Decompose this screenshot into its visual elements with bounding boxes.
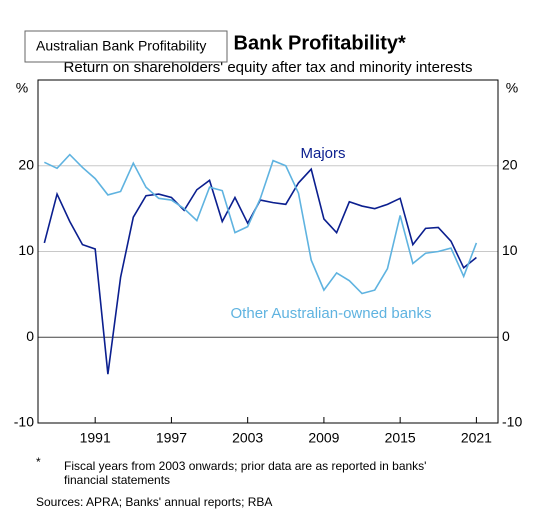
y-tick-label: 20 bbox=[502, 156, 518, 172]
x-tick-label: 1991 bbox=[80, 430, 111, 446]
y-tick-label: 10 bbox=[18, 242, 34, 258]
x-tick-label: 1997 bbox=[156, 430, 187, 446]
footnote: Fiscal years from 2003 onwards; prior da… bbox=[64, 459, 426, 473]
y-tick-label: -10 bbox=[502, 414, 522, 430]
sources: Sources: APRA; Banks' annual reports; RB… bbox=[36, 495, 272, 509]
footnote: financial statements bbox=[64, 473, 170, 487]
y-tick-label: 0 bbox=[26, 328, 34, 344]
x-tick-label: 2003 bbox=[232, 430, 263, 446]
series-label: Majors bbox=[300, 145, 345, 162]
y-tick-label: 0 bbox=[502, 328, 510, 344]
tooltip-text: Australian Bank Profitability bbox=[36, 38, 206, 54]
y-tick-label: -10 bbox=[14, 414, 34, 430]
y-tick-label: 10 bbox=[502, 242, 518, 258]
x-tick-label: 2009 bbox=[308, 430, 339, 446]
plot-frame bbox=[37, 79, 499, 424]
y-tick-label: 20 bbox=[18, 156, 34, 172]
chart-subtitle: Return on shareholders' equity after tax… bbox=[64, 59, 473, 76]
y-unit-left: % bbox=[16, 80, 28, 96]
series-line bbox=[44, 153, 478, 295]
x-tick-label: 2015 bbox=[385, 430, 416, 446]
x-tick-label: 2021 bbox=[461, 430, 492, 446]
y-unit-right: % bbox=[506, 80, 518, 96]
series-label: Other Australian-owned banks bbox=[231, 305, 432, 322]
footnote-marker: * bbox=[36, 455, 41, 469]
tooltip-box bbox=[24, 30, 228, 63]
